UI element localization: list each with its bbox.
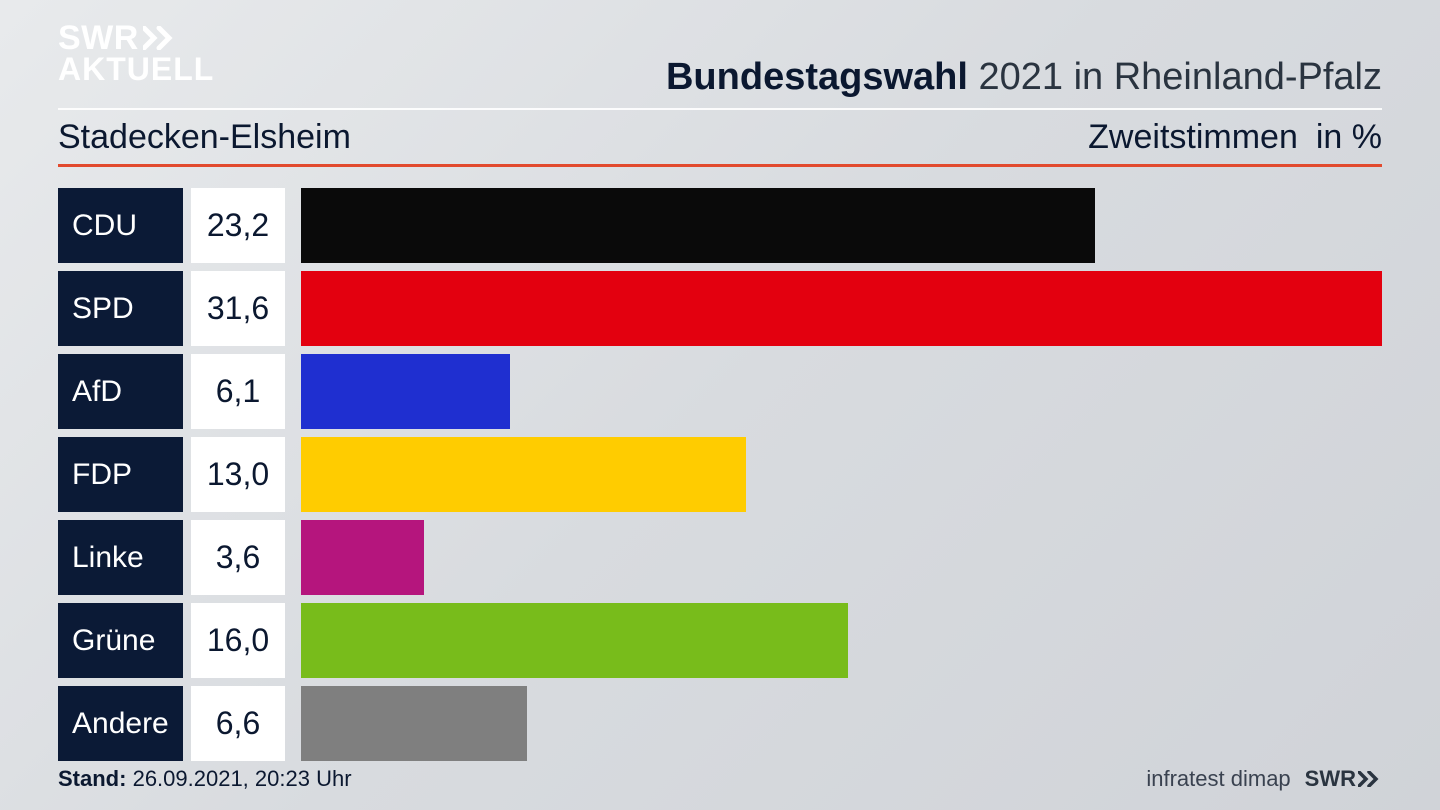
chart-row: Andere6,6	[58, 686, 1382, 761]
divider-red	[58, 164, 1382, 167]
title-bold: Bundestagswahl	[666, 56, 968, 98]
party-label: FDP	[58, 437, 183, 512]
party-value: 6,6	[191, 686, 285, 761]
party-value: 3,6	[191, 520, 285, 595]
timestamp: Stand: 26.09.2021, 20:23 Uhr	[58, 766, 352, 792]
chart-row: SPD31,6	[58, 271, 1382, 346]
party-label: CDU	[58, 188, 183, 263]
party-value: 13,0	[191, 437, 285, 512]
bar	[301, 603, 848, 678]
bar-track	[301, 520, 1382, 595]
broadcaster-text: SWR	[1305, 766, 1356, 792]
bar-track	[301, 188, 1382, 263]
footer: Stand: 26.09.2021, 20:23 Uhr infratest d…	[58, 766, 1382, 792]
bar-track	[301, 686, 1382, 761]
party-value: 16,0	[191, 603, 285, 678]
results-bar-chart: CDU23,2SPD31,6AfD6,1FDP13,0Linke3,6Grüne…	[58, 188, 1382, 769]
percent-label: in %	[1316, 118, 1382, 156]
party-label: AfD	[58, 354, 183, 429]
chevron-right-icon	[1358, 771, 1382, 787]
timestamp-value: 26.09.2021, 20:23 Uhr	[133, 766, 352, 791]
party-value: 23,2	[191, 188, 285, 263]
chart-row: CDU23,2	[58, 188, 1382, 263]
source-attribution: infratest dimap SWR	[1146, 766, 1382, 792]
title-rest: 2021 in Rheinland-Pfalz	[968, 56, 1382, 98]
party-label: Linke	[58, 520, 183, 595]
municipality-name: Stadecken-Elsheim	[58, 118, 351, 157]
broadcaster-mark: SWR	[1305, 766, 1382, 792]
bar	[301, 686, 527, 761]
chart-row: AfD6,1	[58, 354, 1382, 429]
logo-line1: SWR	[58, 22, 139, 54]
chart-row: FDP13,0	[58, 437, 1382, 512]
vote-type-label: Zweitstimmen	[1088, 118, 1298, 156]
chevron-right-icon	[143, 26, 177, 50]
party-value: 6,1	[191, 354, 285, 429]
chart-row: Linke3,6	[58, 520, 1382, 595]
bar	[301, 437, 746, 512]
broadcaster-logo: SWR AKTUELL	[58, 22, 214, 85]
bar	[301, 271, 1382, 346]
chart-row: Grüne16,0	[58, 603, 1382, 678]
bar	[301, 354, 510, 429]
page-title: Bundestagswahl 2021 in Rheinland-Pfalz	[666, 56, 1382, 99]
bar-track	[301, 354, 1382, 429]
divider-white	[58, 108, 1382, 110]
subhead: Stadecken-Elsheim Zweitstimmen in %	[58, 118, 1382, 157]
party-label: Grüne	[58, 603, 183, 678]
party-value: 31,6	[191, 271, 285, 346]
bar	[301, 188, 1095, 263]
timestamp-label: Stand:	[58, 766, 126, 791]
unit-label: Zweitstimmen in %	[1088, 118, 1382, 157]
party-label: Andere	[58, 686, 183, 761]
bar-track	[301, 437, 1382, 512]
bar	[301, 520, 424, 595]
bar-track	[301, 271, 1382, 346]
source-name: infratest dimap	[1146, 766, 1290, 792]
party-label: SPD	[58, 271, 183, 346]
logo-line2: AKTUELL	[58, 54, 214, 84]
bar-track	[301, 603, 1382, 678]
